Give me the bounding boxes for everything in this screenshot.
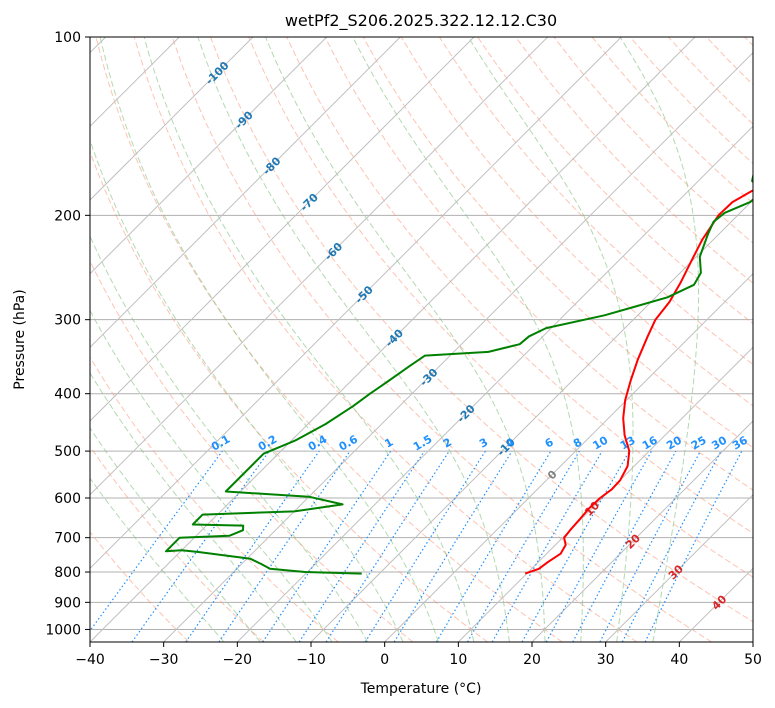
y-tick-label-600: 600 [54, 491, 81, 507]
isotherm--60 [90, 37, 549, 496]
isotherm--30 [163, 51, 753, 642]
y-axis-ticks: 100 200 300 400 500 600 700 800 900 1000 [45, 30, 90, 638]
dry-adiabat--30 [90, 531, 190, 642]
mixing-ratio-line-16 [545, 450, 653, 642]
dry-adiabat-30 [133, 37, 638, 642]
isotherm--70 [90, 37, 475, 422]
mixing-ratio-line-0.4 [185, 450, 320, 642]
mixing-ratio-line-0.1 [90, 450, 223, 632]
dry-adiabat-130 [515, 37, 753, 284]
moist-adiabat-20 [265, 37, 546, 642]
dry-adiabat-110 [438, 37, 753, 366]
moist-adiabat-10 [143, 37, 475, 642]
mixing-ratio-line-2 [325, 450, 450, 642]
moist-adiabat-0 [90, 138, 404, 642]
mixing-ratio-line-1 [262, 450, 392, 642]
dewpoint-profile-line [165, 172, 753, 575]
isotherm--50 [90, 37, 622, 570]
moist-adiabat-15 [197, 37, 510, 642]
dry-adiabat-10 [90, 150, 488, 642]
plot-area: -100-90-80-70-60-50-40-30-20-10010203040… [90, 37, 753, 642]
isotherm--40 [90, 37, 696, 642]
x-tick-label--40: −40 [75, 652, 105, 668]
mixing-ratio-line-1.5 [298, 450, 425, 642]
x-tick-label-0: 0 [380, 652, 389, 668]
mixing-ratio-lines [90, 450, 743, 642]
moist-adiabats [90, 37, 699, 642]
x-tick-label--30: −30 [149, 652, 179, 668]
moist-adiabat-30 [467, 37, 634, 642]
moist-adiabat-35 [619, 37, 699, 642]
dry-adiabat-20 [95, 37, 563, 642]
x-tick-label-50: 50 [744, 652, 762, 668]
moist-adiabat--15 [90, 371, 297, 642]
dry-adiabat-50 [210, 37, 753, 623]
isotherm--20 [236, 125, 753, 642]
moist-adiabat-5 [99, 37, 439, 642]
x-axis-ticks: −40 −30 −20 −10 0 10 20 30 40 50 [75, 642, 762, 668]
isotherm-30 [605, 493, 753, 642]
moist-adiabat-25 [352, 37, 584, 642]
moist-adiabat--10 [90, 309, 333, 642]
mixing-ratio-line-0.2 [131, 450, 270, 642]
isotherm-0 [384, 272, 753, 642]
profile-series [165, 172, 753, 575]
y-tick-label-1000: 1000 [45, 622, 81, 638]
dry-adiabat--20 [90, 445, 264, 642]
y-tick-label-800: 800 [54, 565, 81, 581]
x-tick-label-10: 10 [449, 652, 467, 668]
isotherm--80 [90, 37, 401, 349]
temperature-profile-line [524, 189, 753, 575]
x-tick-label-40: 40 [670, 652, 688, 668]
axes-frame [89, 36, 754, 643]
dry-adiabat-60 [248, 37, 753, 578]
isotherm--100 [90, 37, 254, 201]
y-tick-label-200: 200 [54, 208, 81, 224]
y-tick-label-700: 700 [54, 531, 81, 547]
y-tick-label-900: 900 [54, 595, 81, 611]
mixing-ratio-line-36 [644, 450, 743, 642]
dry-adiabat-100 [400, 37, 753, 407]
x-tick-label--10: −10 [296, 652, 326, 668]
y-tick-label-300: 300 [54, 313, 81, 329]
chart-title: wetPf2_S206.2025.322.12.12.C30 [285, 11, 557, 31]
y-tick-label-400: 400 [54, 387, 81, 403]
y-tick-label-100: 100 [54, 30, 81, 46]
x-tick-label-20: 20 [523, 652, 541, 668]
x-tick-label--20: −20 [223, 652, 253, 668]
isotherms [90, 37, 753, 642]
isotherm-10 [457, 346, 753, 642]
y-tick-label-500: 500 [54, 444, 81, 460]
dry-adiabat--10 [90, 356, 339, 642]
x-tick-label-30: 30 [597, 652, 615, 668]
moist-adiabat--5 [90, 235, 369, 642]
isotherm--90 [90, 37, 328, 275]
mixing-ratio-line-20 [572, 450, 677, 642]
mixing-ratio-line-4 [393, 450, 513, 642]
isotherm-20 [531, 420, 753, 642]
mixing-ratio-line-0.6 [218, 450, 351, 642]
isotherm--10 [310, 199, 753, 642]
x-axis-label: Temperature (°C) [360, 681, 482, 697]
y-axis-label: Pressure (hPa) [12, 289, 28, 389]
